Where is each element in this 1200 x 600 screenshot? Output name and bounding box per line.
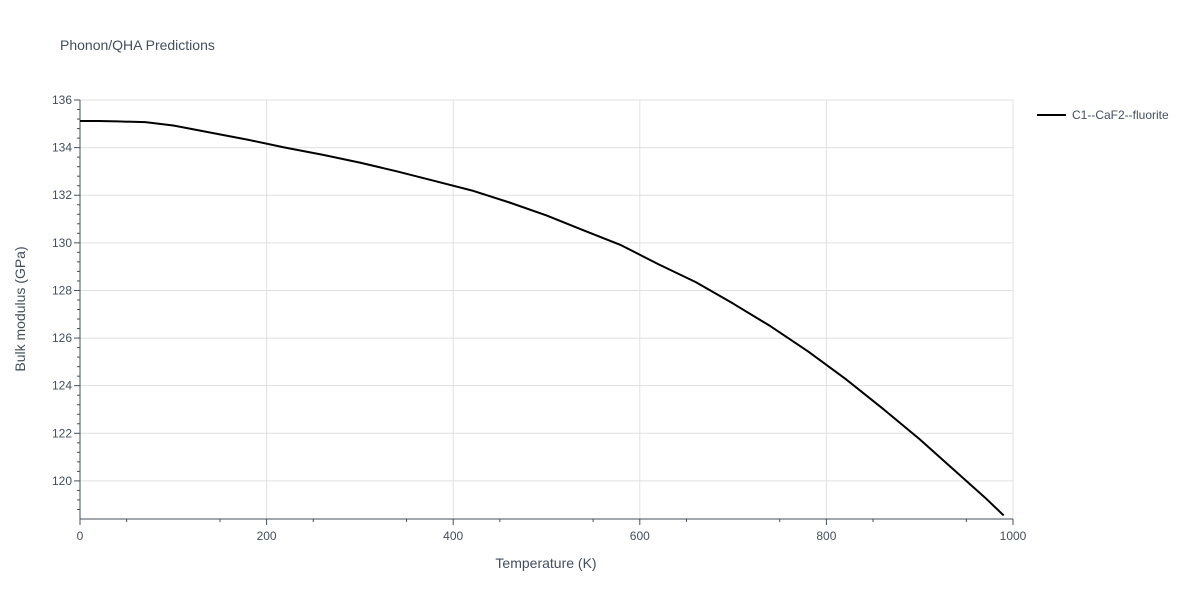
y-tick-label: 136 <box>52 93 72 107</box>
x-tick-label: 200 <box>257 529 277 543</box>
y-tick-label: 130 <box>52 236 72 250</box>
legend: C1--CaF2--fluorite <box>1037 108 1169 122</box>
y-axis-title: Bulk modulus (GPa) <box>12 246 28 371</box>
legend-label: C1--CaF2--fluorite <box>1072 108 1169 122</box>
y-tick-label: 134 <box>52 141 72 155</box>
y-tick-label: 124 <box>52 379 72 393</box>
x-tick-label: 800 <box>816 529 836 543</box>
x-tick-label: 600 <box>630 529 650 543</box>
y-tick-label: 126 <box>52 331 72 345</box>
y-tick-label: 120 <box>52 474 72 488</box>
y-tick-label: 122 <box>52 426 72 440</box>
y-tick-label: 132 <box>52 188 72 202</box>
series-line <box>80 119 1005 517</box>
x-axis-title: Temperature (K) <box>495 555 596 571</box>
x-tick-label: 1000 <box>1000 529 1027 543</box>
series-layer <box>80 119 1005 517</box>
x-tick-label: 0 <box>77 529 84 543</box>
grid <box>80 99 1014 519</box>
y-tick-label: 128 <box>52 283 72 297</box>
axes: 0 200 400 600 800 1000 120 122 124 126 128 130 132 13… <box>52 93 1027 543</box>
x-tick-label: 400 <box>443 529 463 543</box>
chart-title: Phonon/QHA Predictions <box>60 37 215 53</box>
